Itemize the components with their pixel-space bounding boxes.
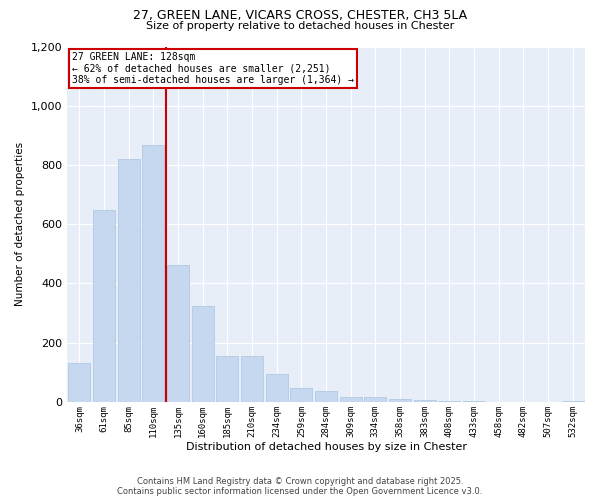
Bar	[241, 356, 263, 402]
Bar	[364, 398, 386, 402]
Text: 27 GREEN LANE: 128sqm
← 62% of detached houses are smaller (2,251)
38% of semi-d: 27 GREEN LANE: 128sqm ← 62% of detached …	[72, 52, 354, 85]
Bar	[413, 400, 436, 402]
Bar	[68, 364, 91, 402]
Bar	[266, 374, 288, 402]
Bar	[142, 145, 164, 402]
Bar	[290, 388, 313, 402]
Y-axis label: Number of detached properties: Number of detached properties	[15, 142, 25, 306]
Text: Size of property relative to detached houses in Chester: Size of property relative to detached ho…	[146, 21, 454, 31]
Bar	[93, 210, 115, 402]
Text: 27, GREEN LANE, VICARS CROSS, CHESTER, CH3 5LA: 27, GREEN LANE, VICARS CROSS, CHESTER, C…	[133, 9, 467, 22]
Bar	[438, 401, 460, 402]
Bar	[167, 265, 189, 402]
Bar	[191, 306, 214, 402]
Bar	[118, 159, 140, 402]
Bar	[315, 391, 337, 402]
Text: Contains HM Land Registry data © Crown copyright and database right 2025.
Contai: Contains HM Land Registry data © Crown c…	[118, 476, 482, 496]
Bar	[340, 398, 362, 402]
Bar	[389, 399, 411, 402]
Bar	[216, 356, 238, 402]
X-axis label: Distribution of detached houses by size in Chester: Distribution of detached houses by size …	[185, 442, 467, 452]
